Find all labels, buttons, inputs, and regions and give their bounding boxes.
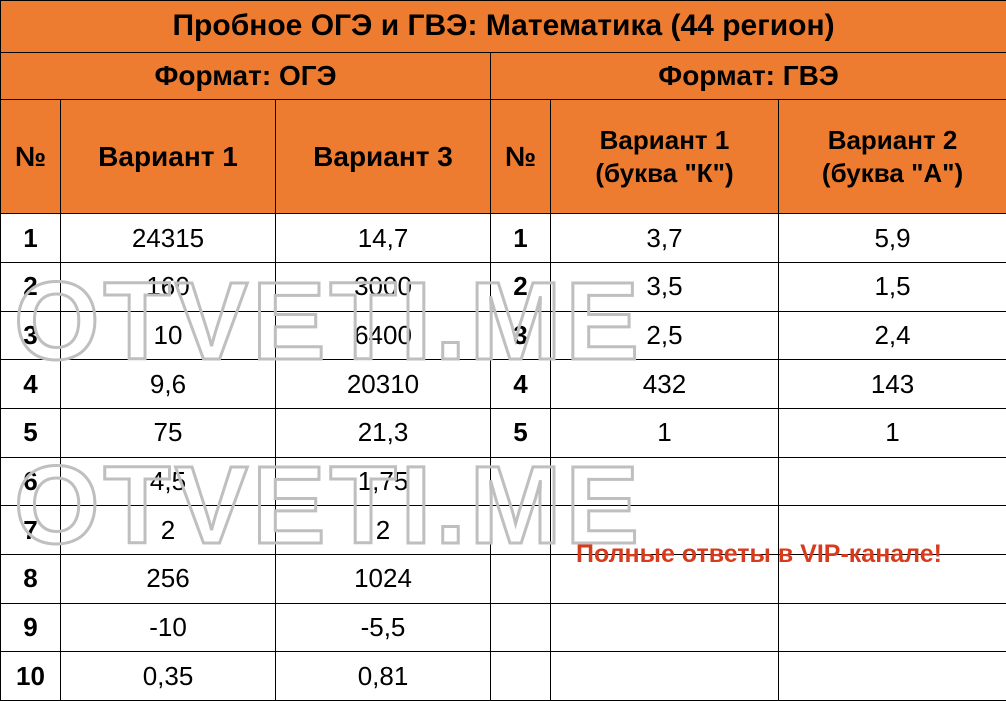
cell: 6400 [276, 311, 491, 360]
cell: 20310 [276, 360, 491, 409]
cell: 160 [61, 262, 276, 311]
empty-cell [491, 457, 551, 506]
row-num: 8 [1, 554, 61, 603]
empty-cell [779, 603, 1006, 652]
answers-table: Пробное ОГЭ и ГВЭ: Математика (44 регион… [0, 0, 1006, 701]
table-row: 3 10 6400 3 2,5 2,4 [1, 311, 1006, 360]
cell: 1,75 [276, 457, 491, 506]
cell: 1 [779, 408, 1006, 457]
cell: 3000 [276, 262, 491, 311]
row-num: 9 [1, 603, 61, 652]
table-row: 2 160 3000 2 3,5 1,5 [1, 262, 1006, 311]
empty-cell [491, 603, 551, 652]
row-num: 4 [1, 360, 61, 409]
oge-variant3-header: Вариант 3 [276, 100, 491, 214]
cell: 2 [276, 506, 491, 555]
cell: 21,3 [276, 408, 491, 457]
empty-cell [491, 652, 551, 701]
cell: -5,5 [276, 603, 491, 652]
cell: 24315 [61, 214, 276, 263]
table-row: 5 75 21,3 5 1 1 [1, 408, 1006, 457]
cell: 4,5 [61, 457, 276, 506]
cell: 9,6 [61, 360, 276, 409]
row-num: 1 [1, 214, 61, 263]
empty-cell [551, 457, 779, 506]
empty-cell [551, 554, 779, 603]
empty-cell [551, 652, 779, 701]
cell: 2 [61, 506, 276, 555]
cell: 1,5 [779, 262, 1006, 311]
format-right: Формат: ГВЭ [491, 52, 1006, 100]
row-num: 1 [491, 214, 551, 263]
cell: 75 [61, 408, 276, 457]
oge-variant1-header: Вариант 1 [61, 100, 276, 214]
cell: 2,4 [779, 311, 1006, 360]
table-row: 6 4,5 1,75 [1, 457, 1006, 506]
cell: 14,7 [276, 214, 491, 263]
row-num: 5 [1, 408, 61, 457]
row-num: 7 [1, 506, 61, 555]
empty-cell [491, 554, 551, 603]
cell: -10 [61, 603, 276, 652]
cell: 143 [779, 360, 1006, 409]
gve-variant1-header: Вариант 1 (буква "К") [551, 100, 779, 214]
cell: 3,5 [551, 262, 779, 311]
row-num: 2 [1, 262, 61, 311]
empty-cell [779, 652, 1006, 701]
row-num: 6 [1, 457, 61, 506]
cell: 1 [551, 408, 779, 457]
cell: 0,35 [61, 652, 276, 701]
row-num: 10 [1, 652, 61, 701]
row-num: 3 [491, 311, 551, 360]
row-num: 3 [1, 311, 61, 360]
empty-cell [491, 506, 551, 555]
title-row: Пробное ОГЭ и ГВЭ: Математика (44 регион… [1, 1, 1006, 53]
gve-v1-line2: (буква "К") [553, 157, 776, 190]
gve-v1-line1: Вариант 1 [553, 124, 776, 157]
cell: 1024 [276, 554, 491, 603]
cell: 10 [61, 311, 276, 360]
gve-v2-line1: Вариант 2 [781, 124, 1004, 157]
cell: 3,7 [551, 214, 779, 263]
cell: 0,81 [276, 652, 491, 701]
row-num: 2 [491, 262, 551, 311]
gve-variant2-header: Вариант 2 (буква "А") [779, 100, 1006, 214]
num-header-right: № [491, 100, 551, 214]
empty-cell [551, 506, 779, 555]
table-row: 7 2 2 [1, 506, 1006, 555]
cell: 2,5 [551, 311, 779, 360]
table-row: 4 9,6 20310 4 432 143 [1, 360, 1006, 409]
cell: 256 [61, 554, 276, 603]
cell: 432 [551, 360, 779, 409]
row-num: 5 [491, 408, 551, 457]
gve-v2-line2: (буква "А") [781, 157, 1004, 190]
empty-cell [779, 506, 1006, 555]
empty-cell [779, 554, 1006, 603]
cell: 5,9 [779, 214, 1006, 263]
row-num: 4 [491, 360, 551, 409]
num-header-left: № [1, 100, 61, 214]
empty-cell [779, 457, 1006, 506]
table-title: Пробное ОГЭ и ГВЭ: Математика (44 регион… [1, 1, 1006, 53]
table-row: 8 256 1024 [1, 554, 1006, 603]
table-row: 1 24315 14,7 1 3,7 5,9 [1, 214, 1006, 263]
format-left: Формат: ОГЭ [1, 52, 491, 100]
table-row: 10 0,35 0,81 [1, 652, 1006, 701]
empty-cell [551, 603, 779, 652]
table-row: 9 -10 -5,5 [1, 603, 1006, 652]
format-row: Формат: ОГЭ Формат: ГВЭ [1, 52, 1006, 100]
column-headers: № Вариант 1 Вариант 3 № Вариант 1 (буква… [1, 100, 1006, 214]
